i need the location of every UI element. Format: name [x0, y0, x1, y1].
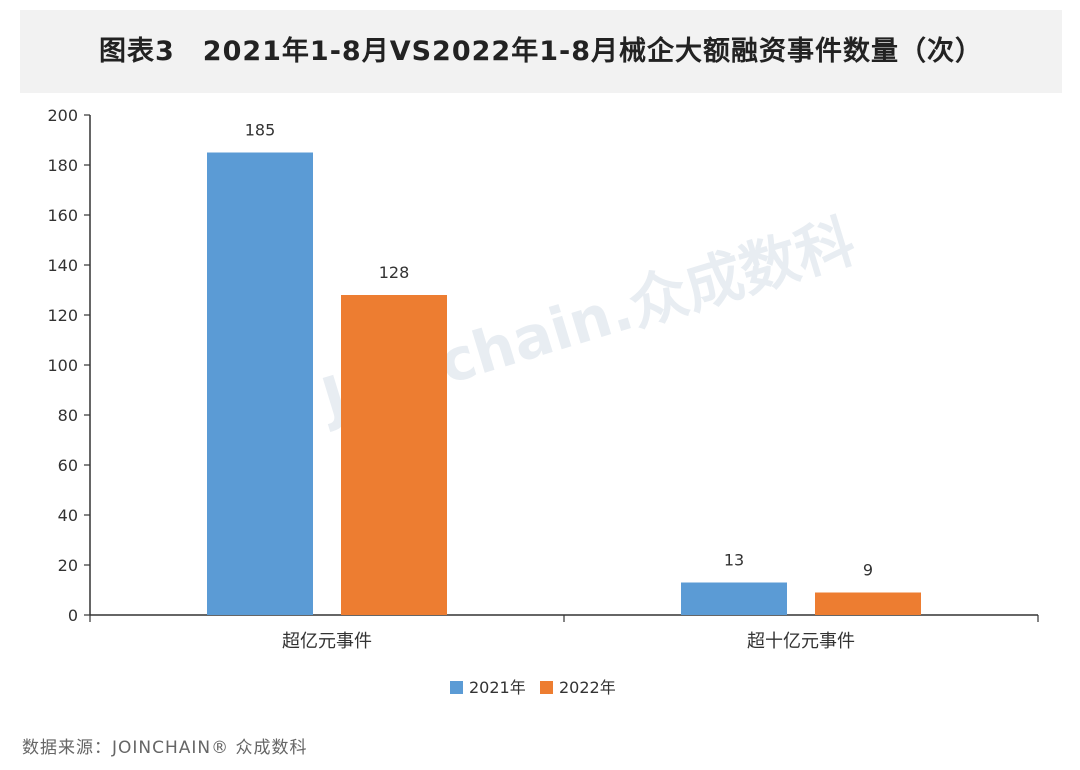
y-tick-label: 80	[58, 406, 78, 425]
bar	[815, 592, 921, 615]
chart-title: 图表3 2021年1-8月VS2022年1-8月械企大额融资事件数量（次）	[99, 36, 983, 67]
bar-data-label: 185	[245, 121, 276, 140]
chart-axes: 0 20 40 60 80 100 120 140 160 180 200 超亿元事件 超十亿元事件	[47, 106, 1039, 652]
bar-data-label: 9	[863, 561, 873, 580]
chart-legend: 2021年 2022年	[450, 678, 616, 697]
y-tick-label: 60	[58, 456, 78, 475]
y-tick-label: 20	[58, 556, 78, 575]
chart-title-bar: 图表3 2021年1-8月VS2022年1-8月械企大额融资事件数量（次）	[20, 10, 1062, 93]
x-category-label: 超亿元事件	[282, 631, 372, 652]
bar-chart: Joinchain.众成数科 0204060801001201401601802…	[47, 106, 1039, 697]
y-tick-label: 140	[47, 256, 78, 275]
bar-data-label: 13	[724, 551, 744, 570]
x-category-label: 超十亿元事件	[747, 631, 855, 652]
y-tick-label: 40	[58, 506, 78, 525]
legend-swatch	[450, 681, 463, 694]
legend-swatch	[540, 681, 553, 694]
legend-label: 2022年	[559, 678, 616, 697]
bar-data-label: 128	[379, 263, 410, 282]
bar	[681, 582, 787, 615]
bar	[207, 152, 313, 615]
chart-bars	[207, 152, 921, 615]
bar	[341, 295, 447, 615]
legend-label: 2021年	[469, 678, 526, 697]
y-tick-label: 200	[47, 106, 78, 125]
y-tick-label: 100	[47, 356, 78, 375]
y-tick-label: 160	[47, 206, 78, 225]
source-note: 数据来源：JOINCHAIN® 众成数科	[22, 738, 308, 758]
y-tick-label: 0	[68, 606, 78, 625]
y-tick-label: 180	[47, 156, 78, 175]
y-tick-label: 120	[47, 306, 78, 325]
chart-data-labels: 185 128 13 9	[245, 121, 873, 580]
